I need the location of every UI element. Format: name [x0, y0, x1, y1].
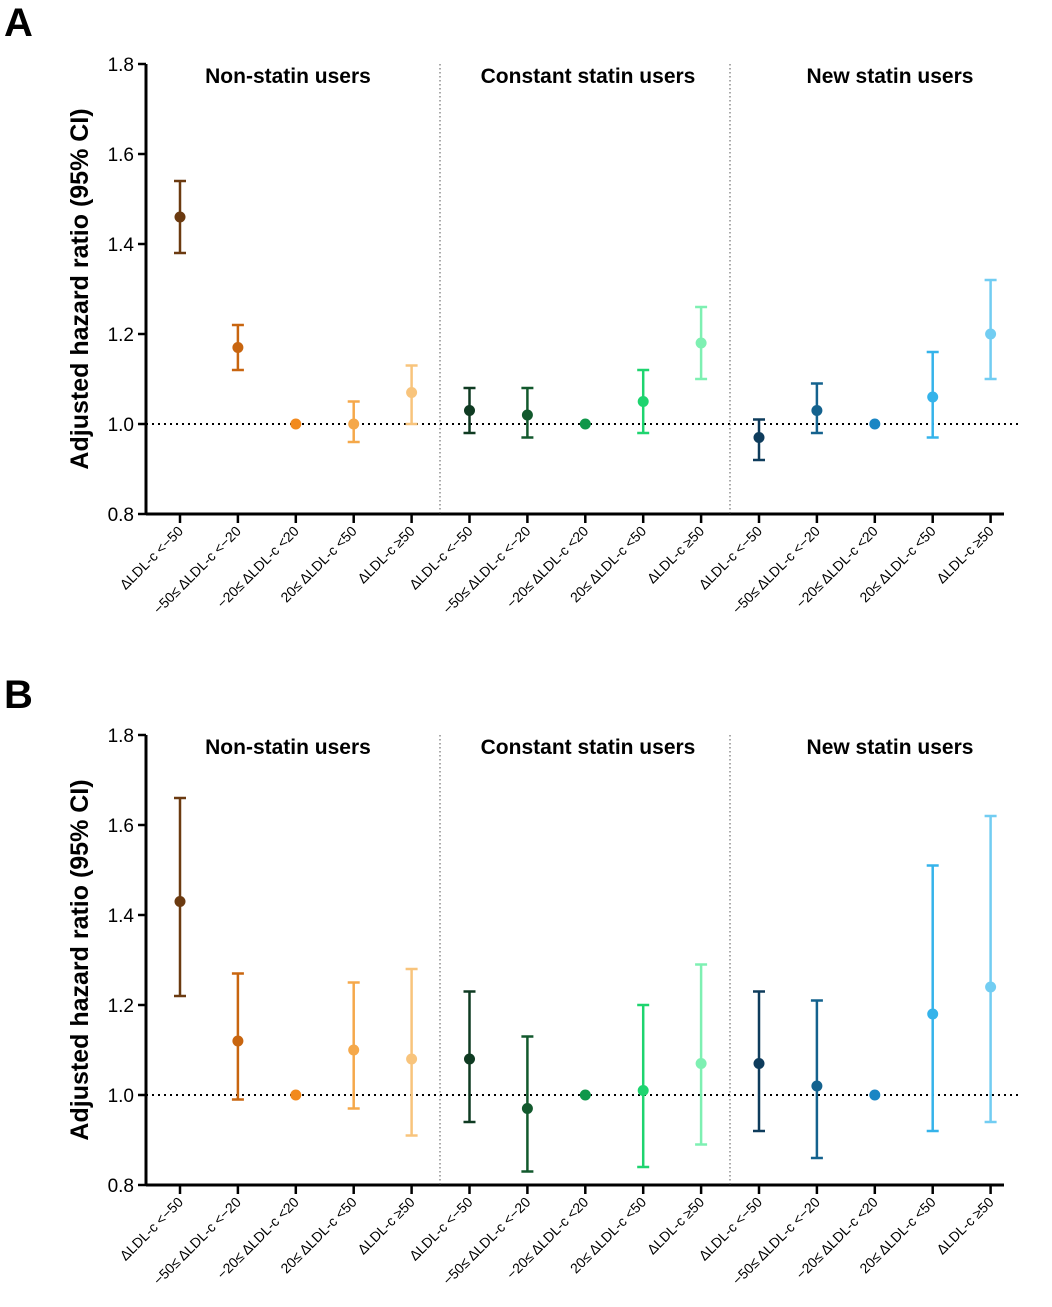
group-title: New statin users: [807, 736, 974, 759]
data-point: [348, 418, 360, 430]
data-point: [927, 1008, 939, 1020]
x-category-label: ΔLDL-c ≥50: [644, 1194, 708, 1258]
group-title: Non-statin users: [205, 736, 371, 759]
y-tick-label: 0.8: [108, 1176, 134, 1197]
x-category-label: ΔLDL-c ≥50: [933, 1194, 997, 1258]
panel-letter: A: [4, 1, 33, 45]
data-point: [985, 328, 997, 340]
x-category-label: ΔLDL-c ≥50: [354, 1194, 418, 1258]
data-point: [695, 337, 707, 349]
data-point: [290, 1089, 302, 1101]
data-point: [232, 342, 244, 353]
panel-letter: B: [4, 673, 33, 717]
data-point: [406, 387, 418, 398]
data-point: [521, 409, 533, 421]
x-category-label: ΔLDL-c ≥50: [933, 523, 997, 587]
data-point: [232, 1035, 244, 1047]
data-point: [348, 1044, 360, 1056]
data-point: [811, 405, 823, 416]
group-title: Constant statin users: [481, 736, 696, 759]
data-point: [753, 432, 765, 443]
data-point: [406, 1053, 418, 1065]
y-axis-label: Adjusted hazard ratio (95% CI): [66, 779, 94, 1140]
group-title: Constant statin users: [481, 65, 696, 88]
data-point: [637, 1085, 649, 1096]
panel-B: B Adjusted hazard ratio (95% CI) 0.8 1.0 1.2…: [4, 673, 1022, 1288]
y-tick-label: 1.4: [108, 235, 135, 256]
data-point: [521, 1103, 533, 1114]
data-point: [869, 418, 881, 430]
data-point: [290, 418, 302, 430]
panel-A: A Adjusted hazard ratio (95% CI) 0.8 1.0 1.2…: [4, 1, 1022, 617]
data-point: [637, 396, 649, 407]
y-tick-label: 1.0: [108, 415, 134, 436]
group-title: New statin users: [807, 65, 974, 88]
data-point: [174, 896, 186, 907]
data-point: [579, 418, 591, 430]
y-tick-label: 1.6: [108, 816, 134, 837]
data-point: [985, 981, 997, 993]
data-point: [869, 1089, 881, 1101]
data-point: [811, 1080, 823, 1092]
data-point: [464, 1053, 475, 1065]
y-tick-label: 1.8: [108, 55, 134, 76]
x-category-label: ΔLDL-c ≥50: [644, 523, 708, 587]
data-point: [464, 405, 475, 416]
group-title: Non-statin users: [205, 65, 371, 88]
x-category-label: ΔLDL-c ≥50: [354, 523, 418, 587]
data-point: [927, 391, 939, 403]
data-point: [174, 211, 186, 223]
data-point: [695, 1058, 707, 1069]
data-point: [579, 1089, 591, 1101]
y-tick-label: 1.2: [108, 996, 134, 1017]
y-tick-label: 1.8: [108, 726, 134, 747]
y-tick-label: 1.2: [108, 325, 134, 346]
y-tick-label: 1.4: [108, 906, 135, 927]
y-tick-label: 0.8: [108, 505, 134, 526]
data-point: [753, 1058, 765, 1069]
y-tick-label: 1.0: [108, 1086, 134, 1107]
y-axis-label: Adjusted hazard ratio (95% CI): [66, 108, 94, 469]
y-tick-label: 1.6: [108, 145, 134, 166]
